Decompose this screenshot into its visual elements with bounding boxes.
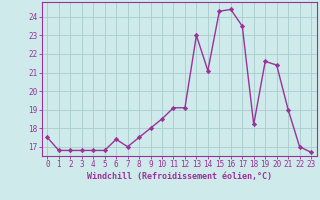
X-axis label: Windchill (Refroidissement éolien,°C): Windchill (Refroidissement éolien,°C) <box>87 172 272 181</box>
